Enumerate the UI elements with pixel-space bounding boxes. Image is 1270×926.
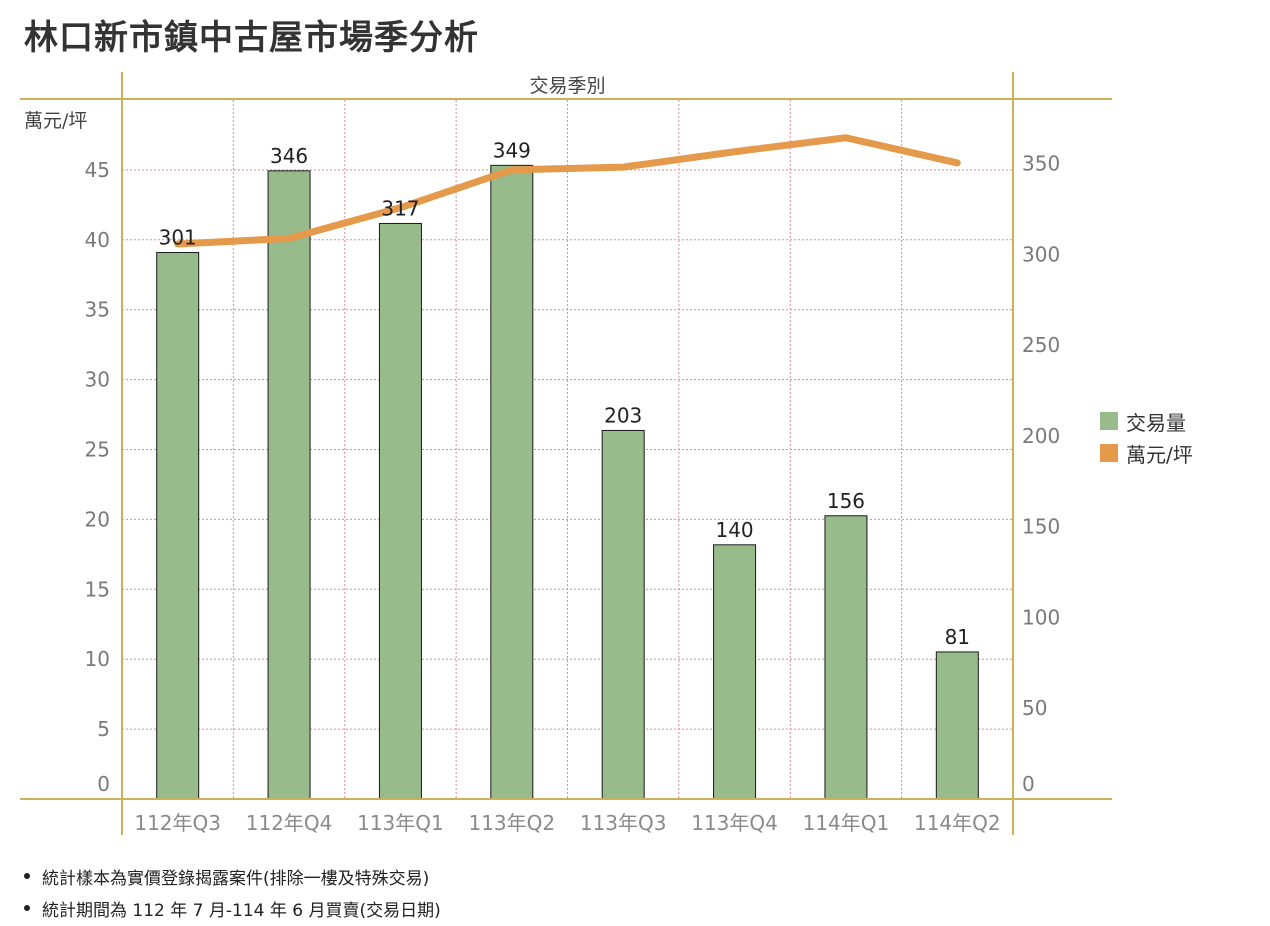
bar-data-label: 317 [381, 196, 419, 220]
x-tick-label: 113年Q4 [691, 811, 778, 835]
y-tick-right: 100 [1022, 605, 1060, 629]
y-tick-left: 5 [97, 717, 110, 741]
y-tick-left: 40 [85, 228, 110, 252]
grid-layer [122, 100, 1013, 799]
x-tick-label: 114年Q2 [914, 811, 1001, 835]
price-line [174, 134, 961, 248]
x-tick-label: 113年Q3 [580, 811, 667, 835]
y-tick-right: 250 [1022, 333, 1060, 357]
x-tick-label: 112年Q3 [134, 811, 221, 835]
y-tick-left: 0 [97, 772, 110, 796]
bar-mark [490, 164, 534, 800]
bar-data-label: 203 [604, 403, 642, 427]
bar-layer [156, 164, 979, 800]
legend-label-volume: 交易量 [1126, 410, 1186, 435]
legend-swatch-volume [1100, 412, 1118, 430]
bar-mark [378, 222, 422, 800]
y-tick-right: 350 [1022, 152, 1060, 176]
y-tick-left: 20 [85, 507, 110, 531]
bar-mark [713, 544, 757, 800]
bar-mark [267, 170, 311, 800]
y-tick-left: 30 [85, 368, 110, 392]
bar-mark [824, 515, 868, 800]
x-tick-label: 113年Q2 [468, 811, 555, 835]
legend: 交易量 萬元/坪 [1100, 405, 1193, 469]
legend-label-price: 萬元/坪 [1126, 442, 1193, 467]
y-tick-left: 45 [85, 158, 110, 182]
chart-title: 林口新市鎮中古屋市場季分析 [24, 18, 479, 58]
x-tick-label: 112年Q4 [246, 811, 333, 835]
y-tick-left: 15 [85, 577, 110, 601]
legend-swatch-price [1100, 444, 1118, 462]
axis-layer [20, 72, 1112, 835]
bar-data-label: 301 [159, 226, 197, 250]
note-text: 統計期間為 112 年 7 月-114 年 6 月買賣(交易日期) [42, 900, 441, 921]
y-tick-left: 25 [85, 438, 110, 462]
y-tick-right: 200 [1022, 424, 1060, 448]
y-tick-right: 300 [1022, 242, 1060, 266]
bar-mark [156, 252, 200, 800]
bar-data-label: 156 [827, 489, 865, 513]
note-item: 統計樣本為實價登錄揭露案件(排除一樓及特殊交易) [24, 860, 441, 892]
bar-mark [935, 651, 979, 800]
bullet-icon [24, 905, 30, 911]
note-text: 統計樣本為實價登錄揭露案件(排除一樓及特殊交易) [42, 868, 430, 889]
bar-data-label: 81 [945, 625, 970, 649]
legend-item-price: 萬元/坪 [1100, 437, 1193, 469]
y-tick-left: 10 [85, 647, 110, 671]
y-tick-right: 50 [1022, 696, 1047, 720]
x-tick-label: 114年Q1 [803, 811, 890, 835]
note-item: 統計期間為 112 年 7 月-114 年 6 月買賣(交易日期) [24, 892, 441, 924]
bullet-icon [24, 873, 30, 879]
x-tick-label: 113年Q1 [357, 811, 444, 835]
bar-data-label: 346 [270, 144, 308, 168]
y-axis-left-label: 萬元/坪 [24, 110, 87, 132]
y-tick-right: 0 [1022, 772, 1035, 796]
y-tick-left: 35 [85, 298, 110, 322]
legend-item-volume: 交易量 [1100, 405, 1193, 437]
top-axis-label: 交易季別 [529, 75, 605, 97]
line-layer [174, 134, 961, 248]
bar-mark [601, 429, 645, 800]
bar-data-label: 140 [715, 518, 753, 542]
y-tick-right: 150 [1022, 515, 1060, 539]
notes: 統計樣本為實價登錄揭露案件(排除一樓及特殊交易) 統計期間為 112 年 7 月… [24, 860, 441, 924]
bar-data-label: 349 [493, 138, 531, 162]
